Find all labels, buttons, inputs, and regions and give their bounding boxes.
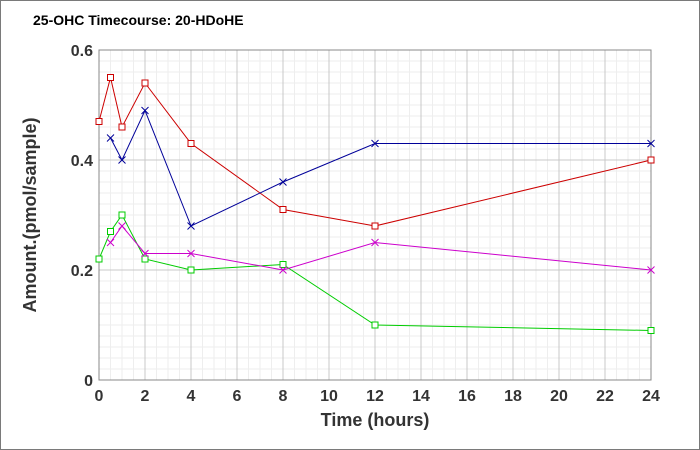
x-tick-label: 8	[279, 388, 288, 405]
x-tick-label: 2	[141, 388, 150, 405]
data-point	[279, 261, 287, 268]
data-point	[187, 266, 195, 274]
series-2	[106, 106, 655, 230]
data-point	[279, 206, 287, 213]
x-tick-label: 12	[366, 388, 384, 405]
data-point	[647, 139, 655, 148]
series-line	[110, 109, 651, 227]
data-point	[647, 327, 655, 334]
data-point	[118, 222, 126, 230]
data-point	[371, 139, 379, 148]
chart-title: 25-OHC Timecourse: 20-HDoHE	[33, 12, 244, 28]
data-point	[371, 238, 379, 247]
data-point	[141, 106, 149, 115]
data-point	[95, 118, 103, 125]
data-point	[141, 255, 149, 263]
data-point	[647, 156, 655, 164]
y-tick-label: 0.4	[71, 153, 93, 170]
series-4	[106, 222, 655, 274]
data-point	[106, 134, 115, 142]
x-tick-label: 0	[95, 388, 104, 405]
data-point	[118, 211, 126, 219]
data-point	[95, 255, 103, 263]
x-tick-label: 18	[504, 388, 522, 405]
x-axis-ticks: 0 2 4 6 8 10 12 14 16 18 20 22 24	[95, 388, 660, 405]
x-tick-label: 24	[642, 388, 660, 405]
data-point	[118, 123, 126, 131]
data-point	[107, 74, 114, 81]
y-axis-label: Amount.(pmol/sample)	[20, 117, 40, 312]
x-tick-label: 14	[412, 388, 430, 405]
x-tick-label: 10	[320, 388, 338, 405]
data-point	[371, 222, 379, 230]
x-tick-label: 16	[458, 388, 476, 405]
series-layer	[95, 74, 655, 334]
data-point	[647, 266, 655, 274]
x-tick-label: 4	[187, 388, 196, 405]
y-tick-label: 0.2	[71, 263, 93, 280]
y-tick-label: 0	[84, 373, 93, 390]
data-point	[279, 266, 287, 274]
data-point	[279, 178, 287, 186]
x-axis-label: Time (hours)	[321, 410, 430, 430]
data-point	[107, 228, 114, 235]
data-point	[141, 79, 149, 87]
x-tick-label: 20	[550, 388, 568, 405]
x-tick-label: 22	[596, 388, 614, 405]
data-point	[106, 238, 115, 247]
data-point	[187, 140, 195, 147]
data-point	[187, 249, 195, 258]
data-point	[141, 249, 149, 258]
series-3	[95, 211, 655, 334]
series-1	[95, 74, 655, 230]
series-line	[98, 77, 652, 227]
y-axis-ticks: 0 0.2 0.4 0.6	[71, 43, 93, 390]
x-tick-label: 6	[233, 388, 242, 405]
plot-area-border	[98, 49, 652, 381]
data-point	[371, 321, 379, 329]
data-point	[187, 222, 195, 230]
data-point	[118, 156, 126, 164]
y-tick-label: 0.6	[71, 43, 93, 60]
